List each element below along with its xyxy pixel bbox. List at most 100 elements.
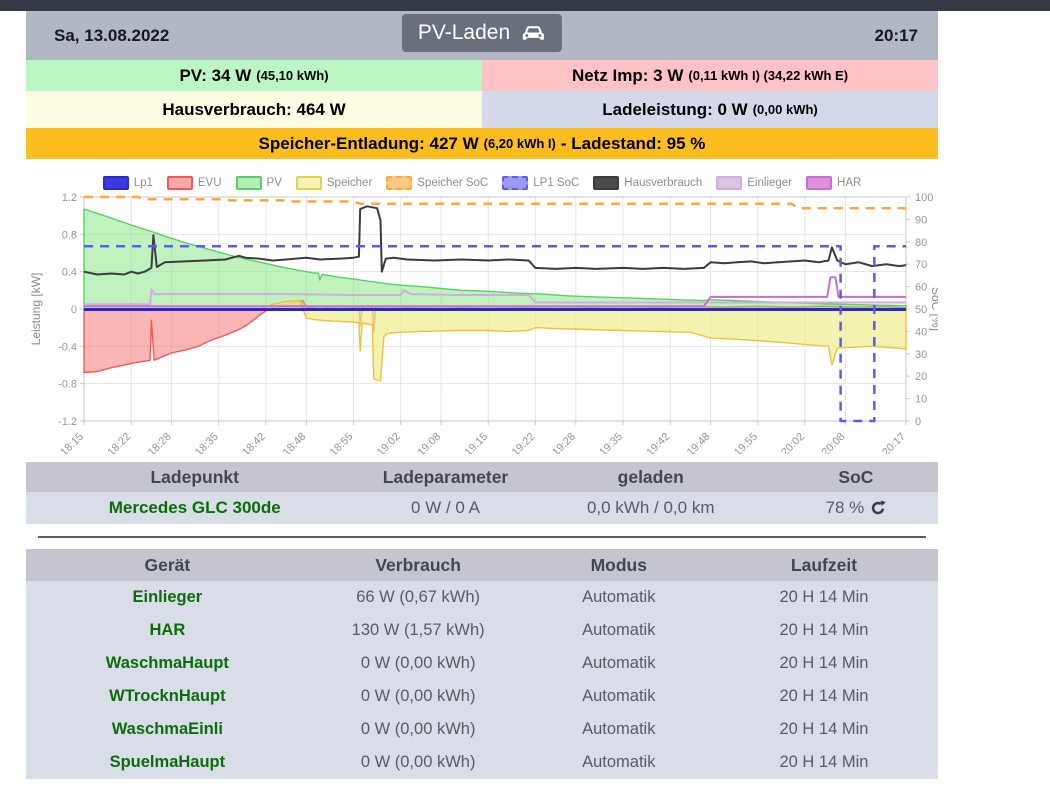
device-name: SpuelmaHaupt: [109, 753, 226, 771]
x-tick-label: 18:28: [146, 431, 174, 454]
x-tick-label: 19:15: [462, 431, 490, 454]
device-row: WaschmaHaupt 0 W (0,00 kWh) Automatik 20…: [26, 647, 938, 680]
x-tick-label: 19:28: [550, 431, 578, 454]
soc-refresh-button[interactable]: [870, 500, 887, 516]
y-tick-label: 0: [71, 304, 77, 316]
device-consumption: 66 W (0,67 kWh): [356, 588, 481, 606]
window-top-strip: [0, 0, 1050, 11]
legend-label: PV: [266, 177, 282, 189]
x-tick-label: 18:55: [328, 431, 356, 454]
series-lp1-soc: [84, 245, 906, 423]
vehicle-name[interactable]: Mercedes GLC 300de: [108, 498, 281, 517]
legend-item: Hausverbrauch: [593, 176, 702, 190]
x-tick-label: 19:42: [644, 431, 672, 454]
charge-energy: (0,00 kWh): [752, 102, 818, 117]
device-runtime: 20 H 14 Min: [779, 588, 869, 606]
legend-item: Speicher SoC: [386, 176, 488, 190]
device-name: Einlieger: [132, 588, 203, 606]
y2-tick-label: 0: [915, 416, 921, 428]
legend-label: LP1 SoC: [533, 177, 580, 189]
y2-tick-label: 10: [915, 394, 927, 406]
device-name: HAR: [149, 621, 186, 639]
device-runtime: 20 H 14 Min: [779, 687, 869, 705]
device-consumption: 130 W (1,57 kWh): [351, 621, 485, 639]
legend-item: Lp1: [102, 176, 153, 190]
battery-value: Speicher-Entladung: 427 W: [258, 133, 479, 153]
legend-label: Speicher: [326, 177, 373, 189]
series-speicher-soc: [84, 195, 906, 210]
column-header: Verbrauch: [375, 554, 461, 575]
device-table-header: Gerät Verbrauch Modus Laufzeit: [26, 549, 938, 581]
house-status-tile: Hausverbrauch: 464 W: [26, 91, 482, 128]
series-har: [84, 276, 906, 308]
charge-parameters: 0 W / 0 A: [411, 498, 480, 517]
legend-label: HAR: [837, 177, 862, 189]
battery-energy: (6,20 kWh I): [483, 136, 556, 151]
column-header: Laufzeit: [790, 554, 858, 575]
section-divider: [38, 536, 926, 538]
x-tick-label: 18:15: [58, 431, 86, 454]
charge-mode-button[interactable]: PV-Laden: [401, 14, 563, 52]
legend-swatch: [166, 176, 193, 190]
device-row: Einlieger 66 W (0,67 kWh) Automatik 20 H…: [26, 581, 938, 614]
legend-label: Hausverbrauch: [624, 177, 703, 189]
device-row: WaschmaEinli 0 W (0,00 kWh) Automatik 20…: [26, 713, 938, 746]
series-einlieger: [84, 288, 906, 306]
legend-swatch: [295, 176, 322, 190]
legend-item: Einlieger: [716, 176, 792, 190]
status-row-1: PV: 34 W (45,10 kWh) Netz Imp: 3 W (0,11…: [26, 60, 938, 91]
x-tick-label: 18:42: [240, 431, 268, 454]
device-mode: Automatik: [582, 687, 656, 705]
pv-value: PV: 34 W: [179, 65, 252, 85]
y2-tick-label: 90: [915, 214, 927, 226]
legend-item: EVU: [166, 176, 222, 190]
device-runtime: 20 H 14 Min: [779, 753, 869, 771]
legend-swatch: [502, 176, 529, 190]
status-row-2: Hausverbrauch: 464 W Ladeleistung: 0 W (…: [26, 91, 938, 128]
device-consumption: 0 W (0,00 kWh): [360, 720, 476, 738]
device-name: WaschmaEinli: [111, 720, 223, 738]
house-value: Hausverbrauch: 464 W: [162, 99, 346, 119]
power-chart-svg[interactable]: 18:15 18:22 18:28 18:35 18:42 18:48 18:55 19:02…: [26, 192, 943, 459]
legend-label: EVU: [197, 177, 222, 189]
device-mode: Automatik: [582, 720, 656, 738]
y2-tick-label: 60: [915, 282, 927, 294]
car-icon: [521, 25, 546, 42]
device-row: HAR 130 W (1,57 kWh) Automatik 20 H 14 M…: [26, 614, 938, 647]
main-page: Sa, 13.08.2022 PV-Laden 20:17 PV: 34 W (…: [26, 11, 943, 779]
column-header: geladen: [617, 466, 684, 487]
legend-item: LP1 SoC: [502, 176, 579, 190]
pv-energy: (45,10 kWh): [256, 68, 329, 83]
x-tick-label: 18:35: [193, 431, 221, 454]
device-table: Gerät Verbrauch Modus Laufzeit Einlieger 66…: [26, 549, 938, 779]
device-consumption: 0 W (0,00 kWh): [360, 654, 476, 672]
legend-swatch: [102, 176, 129, 190]
column-header: Ladepunkt: [150, 466, 239, 487]
grid-energy: (0,11 kWh I) (34,22 kWh E): [688, 68, 849, 83]
y-tick-label: 0.4: [62, 267, 77, 279]
grid-status-tile: Netz Imp: 3 W (0,11 kWh I) (34,22 kWh E): [482, 60, 938, 91]
x-tick-label: 19:22: [510, 431, 538, 454]
y-tick-label: 0.8: [62, 229, 77, 241]
x-tick-label: 18:22: [105, 431, 133, 454]
column-header: Ladeparameter: [382, 466, 509, 487]
legend-swatch: [593, 176, 620, 190]
charge-value: Ladeleistung: 0 W: [602, 99, 748, 119]
legend-label: Speicher SoC: [417, 177, 489, 189]
header-date: Sa, 13.08.2022: [54, 25, 170, 45]
legend-label: Lp1: [133, 177, 153, 189]
x-tick-label: 18:48: [281, 431, 309, 454]
device-runtime: 20 H 14 Min: [779, 621, 869, 639]
legend-swatch: [235, 176, 262, 190]
device-runtime: 20 H 14 Min: [779, 720, 869, 738]
legend-item: PV: [235, 176, 282, 190]
battery-soc: - Ladestand: 95 %: [560, 133, 706, 153]
header-time: 20:17: [874, 25, 918, 45]
device-row: SpuelmaHaupt 0 W (0,00 kWh) Automatik 20…: [26, 746, 938, 779]
y2-tick-label: 100: [915, 192, 933, 204]
y2-tick-label: 40: [915, 326, 927, 338]
device-mode: Automatik: [582, 621, 656, 639]
series-speicher: [83, 299, 907, 382]
chart-legend: Lp1 EVU PV Speicher Speicher SoC LP1 SoC Hausv…: [26, 174, 938, 192]
y2-axis-title: SoC [%]: [929, 287, 938, 331]
